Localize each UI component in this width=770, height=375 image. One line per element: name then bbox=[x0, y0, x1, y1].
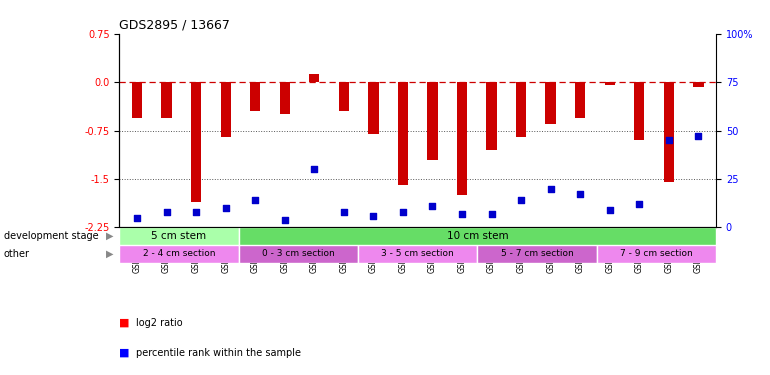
Bar bbox=[457, 82, 467, 195]
Bar bbox=[575, 82, 585, 118]
Point bbox=[338, 209, 350, 215]
Point bbox=[692, 134, 705, 140]
Bar bbox=[545, 82, 556, 124]
Bar bbox=[693, 82, 704, 87]
Text: 7 - 9 cm section: 7 - 9 cm section bbox=[620, 249, 693, 258]
Text: 5 - 7 cm section: 5 - 7 cm section bbox=[500, 249, 574, 258]
Bar bbox=[132, 82, 142, 118]
Point bbox=[485, 211, 497, 217]
Point bbox=[544, 186, 557, 192]
Bar bbox=[487, 82, 497, 150]
Text: ■: ■ bbox=[119, 318, 130, 327]
Point bbox=[427, 203, 439, 209]
Point bbox=[249, 197, 261, 203]
Bar bbox=[191, 82, 201, 201]
Text: ■: ■ bbox=[119, 348, 130, 357]
Point bbox=[663, 137, 675, 143]
Bar bbox=[516, 82, 526, 137]
Point bbox=[160, 209, 172, 215]
Bar bbox=[398, 82, 408, 185]
Text: other: other bbox=[4, 249, 30, 259]
Text: 5 cm stem: 5 cm stem bbox=[152, 231, 206, 241]
Text: log2 ratio: log2 ratio bbox=[136, 318, 183, 327]
Point bbox=[633, 201, 645, 207]
Point bbox=[574, 191, 587, 197]
Text: 3 - 5 cm section: 3 - 5 cm section bbox=[381, 249, 454, 258]
Bar bbox=[604, 82, 615, 86]
Text: percentile rank within the sample: percentile rank within the sample bbox=[136, 348, 301, 357]
Point bbox=[279, 217, 291, 223]
Point bbox=[219, 205, 232, 211]
Bar bbox=[119, 227, 239, 245]
Bar bbox=[250, 82, 260, 111]
Bar bbox=[220, 82, 231, 137]
Bar bbox=[280, 82, 290, 114]
Text: 10 cm stem: 10 cm stem bbox=[447, 231, 508, 241]
Text: GDS2895 / 13667: GDS2895 / 13667 bbox=[119, 18, 230, 31]
Bar bbox=[368, 82, 379, 134]
Bar bbox=[597, 245, 716, 262]
Text: ▶: ▶ bbox=[106, 231, 114, 241]
Point bbox=[131, 214, 143, 220]
Point bbox=[190, 209, 203, 215]
Bar bbox=[119, 245, 239, 262]
Text: 2 - 4 cm section: 2 - 4 cm section bbox=[142, 249, 216, 258]
Bar bbox=[358, 245, 477, 262]
Bar bbox=[477, 245, 597, 262]
Bar bbox=[634, 82, 644, 140]
Bar bbox=[339, 82, 349, 111]
Bar bbox=[239, 245, 358, 262]
Text: 0 - 3 cm section: 0 - 3 cm section bbox=[262, 249, 335, 258]
Point bbox=[515, 197, 527, 203]
Bar bbox=[162, 82, 172, 118]
Point bbox=[367, 213, 380, 219]
Point bbox=[604, 207, 616, 213]
Bar bbox=[664, 82, 674, 182]
Bar bbox=[427, 82, 437, 160]
Bar bbox=[239, 227, 716, 245]
Point bbox=[397, 209, 409, 215]
Text: ▶: ▶ bbox=[106, 249, 114, 259]
Point bbox=[308, 166, 320, 172]
Text: development stage: development stage bbox=[4, 231, 99, 241]
Point bbox=[456, 211, 468, 217]
Bar bbox=[310, 74, 320, 82]
